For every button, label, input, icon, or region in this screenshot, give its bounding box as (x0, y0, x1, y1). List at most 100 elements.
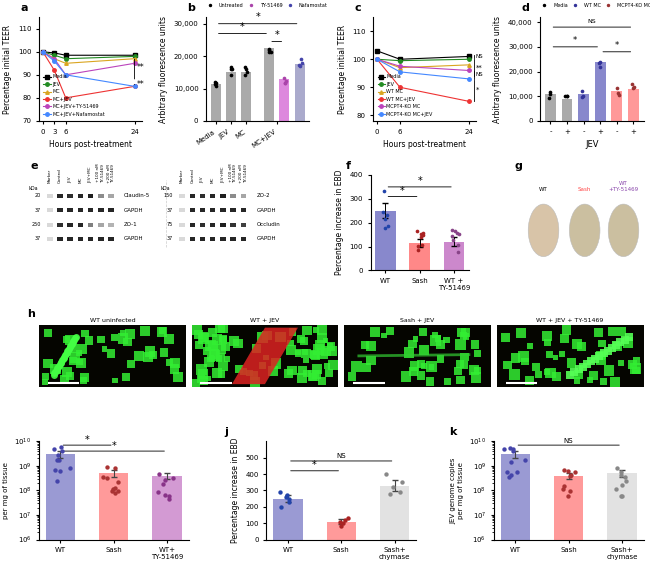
Bar (240, 237, 246, 241)
Text: 150: 150 (164, 193, 173, 199)
Bar (220, 237, 226, 241)
MC+JEV+Nafamostat (131, 83, 138, 90)
Point (473, 349, 483, 358)
Line: MC: MC (41, 50, 136, 65)
X-axis label: JEV: JEV (585, 140, 599, 149)
Point (566, 358, 577, 367)
Point (284, 497, 294, 506)
Bar (57, 208, 62, 212)
Point (616, 358, 626, 367)
Point (285, 339, 296, 348)
Ellipse shape (608, 204, 639, 257)
Point (520, 356, 530, 366)
Point (96, 335, 106, 344)
Point (164, 491, 174, 500)
Point (614, 91, 624, 100)
Point (630, 364, 641, 373)
Point (68, 338, 78, 347)
Bar (240, 223, 246, 227)
Point (564, 466, 574, 475)
Point (317, 333, 328, 343)
Point (396, 478, 407, 487)
Point (78, 376, 88, 385)
Point (57, 447, 68, 456)
Line: JEV: JEV (41, 50, 136, 60)
Bar (98, 237, 103, 241)
Point (448, 236, 458, 245)
Point (616, 491, 627, 501)
Point (416, 371, 426, 380)
Text: Marker: Marker (180, 168, 184, 183)
Point (585, 375, 595, 385)
Bar (578, 94, 589, 121)
Text: j: j (224, 428, 228, 437)
Point (56, 443, 66, 452)
Text: Occludin: Occludin (257, 222, 280, 227)
Text: ZO-1: ZO-1 (124, 222, 137, 227)
Point (510, 370, 520, 379)
Point (552, 372, 562, 381)
Text: NS: NS (337, 453, 346, 459)
Text: e: e (31, 161, 38, 171)
Point (573, 364, 584, 374)
Point (412, 227, 423, 236)
Bar (190, 237, 195, 241)
Point (261, 353, 271, 362)
Bar (98, 194, 103, 198)
Point (326, 342, 336, 351)
Point (275, 487, 285, 497)
Point (280, 78, 291, 87)
Point (620, 473, 630, 482)
Point (505, 443, 515, 452)
Point (408, 367, 419, 376)
Point (210, 77, 220, 86)
Point (519, 456, 530, 465)
Point (170, 358, 180, 367)
Text: WT: WT (539, 187, 548, 192)
Point (293, 349, 304, 358)
Bar (326, 522, 356, 540)
Point (52, 476, 62, 486)
Text: *: * (476, 87, 479, 93)
Point (218, 361, 228, 370)
Point (157, 327, 168, 336)
Point (220, 342, 231, 351)
Legend: Untreated, TY-51469, Nafamostat: Untreated, TY-51469, Nafamostat (203, 1, 329, 10)
Point (118, 328, 128, 337)
Point (442, 377, 452, 386)
X-axis label: Hours post-treatment: Hours post-treatment (49, 140, 132, 149)
Point (296, 334, 306, 343)
Point (226, 63, 237, 72)
Point (276, 332, 286, 342)
Point (310, 351, 320, 360)
Point (611, 340, 621, 350)
Point (300, 348, 310, 357)
Point (51, 366, 61, 375)
Point (384, 489, 395, 498)
Bar (98, 208, 103, 212)
Point (218, 323, 228, 332)
Ellipse shape (528, 204, 559, 257)
Point (215, 353, 226, 362)
Point (198, 369, 208, 378)
Point (139, 327, 150, 336)
Point (311, 370, 321, 379)
Point (264, 48, 274, 57)
Line: Media: Media (375, 49, 471, 61)
Point (58, 353, 69, 362)
Point (68, 336, 79, 346)
Bar (179, 194, 185, 198)
Point (212, 335, 222, 344)
Bar (628, 89, 639, 121)
Bar (179, 208, 185, 212)
Point (346, 371, 357, 381)
Point (218, 334, 228, 343)
Bar (77, 194, 83, 198)
Point (298, 366, 308, 375)
Text: 37: 37 (166, 208, 173, 213)
Point (558, 484, 568, 494)
Point (450, 226, 460, 235)
Title: WT + JEV + TY-51469: WT + JEV + TY-51469 (536, 319, 604, 323)
Point (586, 356, 596, 366)
Point (69, 335, 79, 344)
